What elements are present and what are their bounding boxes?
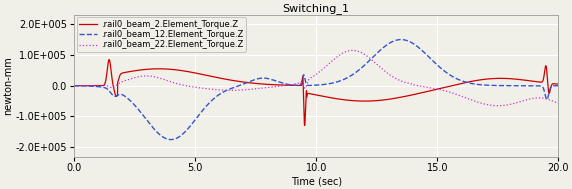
.rail0_beam_22.Element_Torque.Z (186, 85, 193, 88)
Line: .rail0_beam_22.Element_Torque.Z: .rail0_beam_22.Element_Torque.Z (74, 50, 558, 106)
.rail0_beam_22.Element_Torque.Z (551, 101, 558, 103)
Title: Switching_1: Switching_1 (283, 3, 349, 14)
.rail0_beam_2.Element_Torque.Z (555, 83, 562, 85)
.rail0_beam_12.Element_Torque.Z (551, 85, 558, 87)
.rail0_beam_12.Element_Torque.Z (398, 38, 404, 41)
.rail0_beam_12.Element_Torque.Z (288, 84, 295, 86)
Line: .rail0_beam_12.Element_Torque.Z: .rail0_beam_12.Element_Torque.Z (74, 40, 558, 139)
.rail0_beam_12.Element_Torque.Z (253, 78, 260, 80)
.rail0_beam_22.Element_Torque.Z (253, 88, 260, 90)
.rail0_beam_22.Element_Torque.Z (494, 105, 501, 107)
Y-axis label: newton-mm: newton-mm (3, 56, 13, 115)
.rail0_beam_22.Element_Torque.Z (555, 102, 562, 105)
.rail0_beam_22.Element_Torque.Z (70, 85, 77, 87)
.rail0_beam_2.Element_Torque.Z (551, 83, 558, 85)
Legend: .rail0_beam_2.Element_Torque.Z, .rail0_beam_12.Element_Torque.Z, .rail0_beam_22.: .rail0_beam_2.Element_Torque.Z, .rail0_b… (77, 17, 245, 52)
.rail0_beam_22.Element_Torque.Z (188, 86, 195, 88)
.rail0_beam_2.Element_Torque.Z (188, 71, 195, 73)
.rail0_beam_12.Element_Torque.Z (555, 85, 562, 87)
.rail0_beam_2.Element_Torque.Z (253, 82, 260, 85)
.rail0_beam_12.Element_Torque.Z (70, 85, 77, 87)
.rail0_beam_2.Element_Torque.Z (70, 85, 77, 87)
.rail0_beam_12.Element_Torque.Z (188, 123, 195, 125)
.rail0_beam_22.Element_Torque.Z (183, 85, 190, 87)
.rail0_beam_2.Element_Torque.Z (288, 84, 295, 86)
Line: .rail0_beam_2.Element_Torque.Z: .rail0_beam_2.Element_Torque.Z (74, 60, 558, 125)
.rail0_beam_22.Element_Torque.Z (349, 49, 356, 51)
.rail0_beam_22.Element_Torque.Z (288, 84, 295, 86)
X-axis label: Time (sec): Time (sec) (291, 176, 342, 186)
.rail0_beam_2.Element_Torque.Z (186, 71, 193, 73)
.rail0_beam_2.Element_Torque.Z (183, 70, 190, 73)
.rail0_beam_2.Element_Torque.Z (301, 124, 308, 127)
.rail0_beam_12.Element_Torque.Z (183, 129, 190, 131)
.rail0_beam_12.Element_Torque.Z (168, 138, 174, 141)
.rail0_beam_12.Element_Torque.Z (186, 126, 193, 129)
.rail0_beam_2.Element_Torque.Z (106, 58, 113, 61)
